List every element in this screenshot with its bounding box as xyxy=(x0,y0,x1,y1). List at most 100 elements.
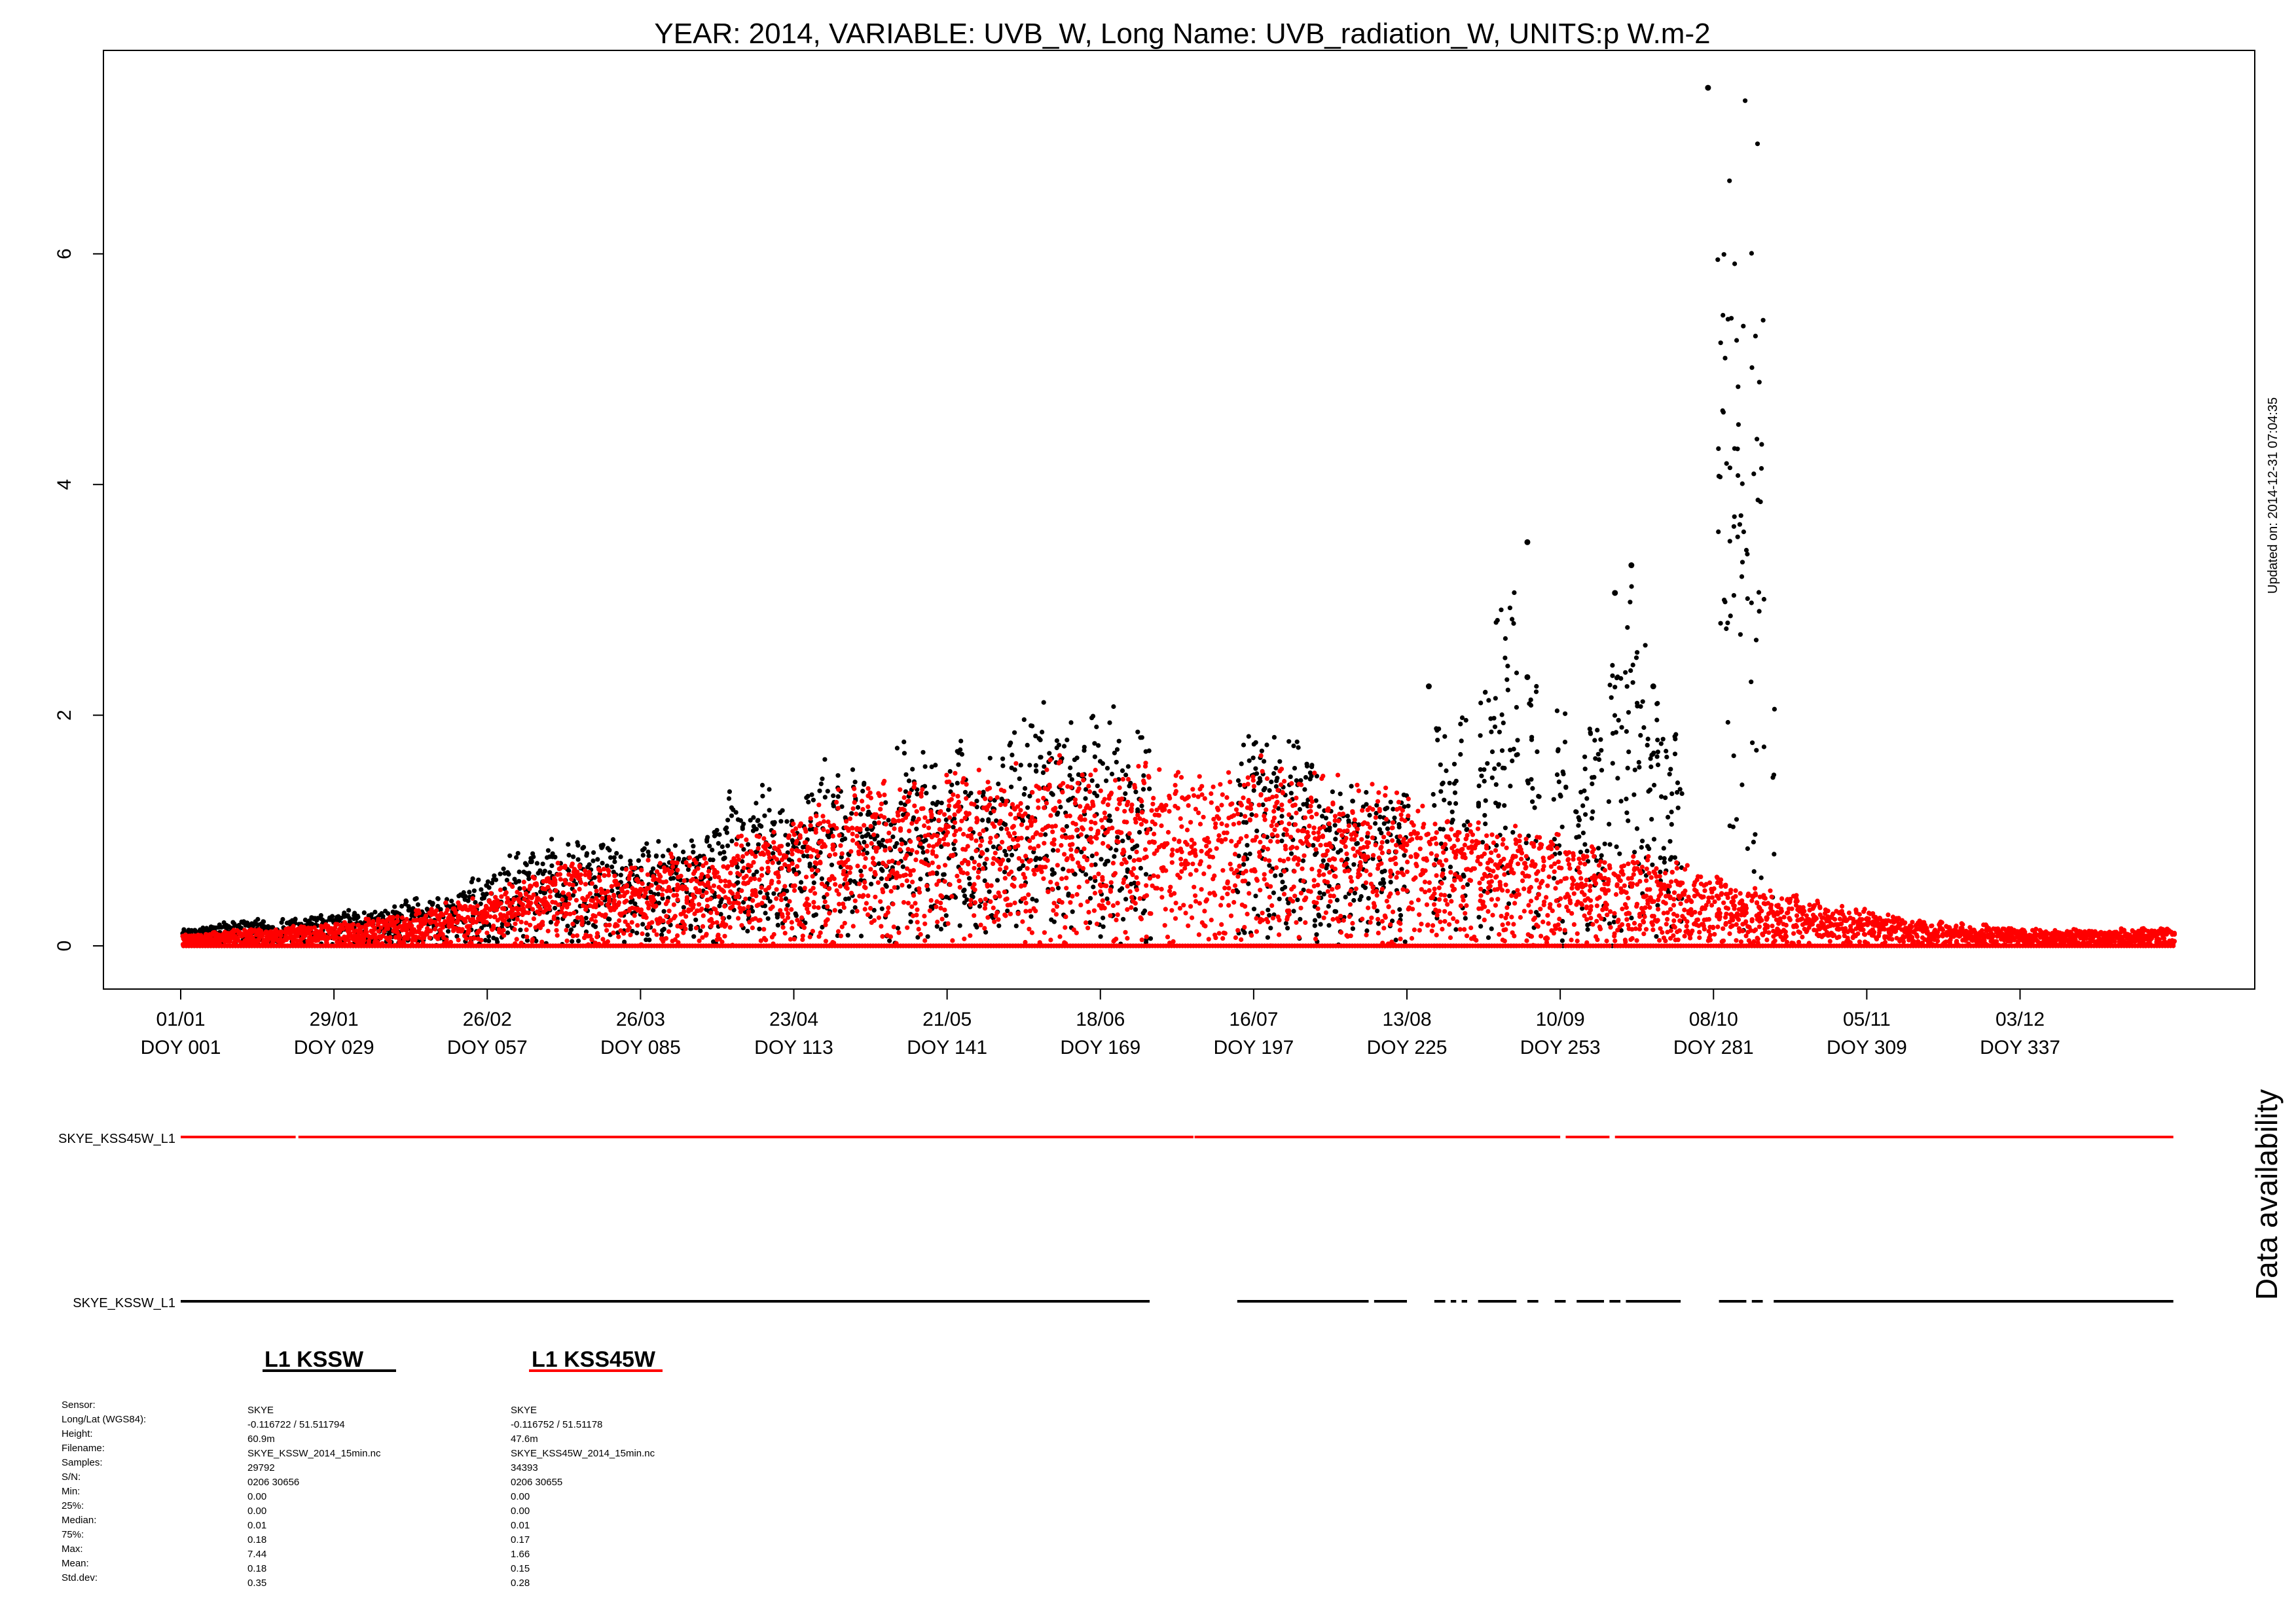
kssw-point xyxy=(1461,823,1467,828)
kssw-point xyxy=(1580,906,1585,911)
kssw-point xyxy=(780,808,785,813)
kssw-point xyxy=(1320,814,1325,819)
kssw-point xyxy=(1283,920,1288,926)
kss45w-point xyxy=(812,891,818,896)
kssw-point xyxy=(1559,938,1565,943)
kss45w-point xyxy=(541,909,546,914)
kss45w-point xyxy=(543,899,549,905)
kssw-point xyxy=(1514,752,1519,758)
kssw-point xyxy=(785,850,790,856)
kssw-point xyxy=(580,846,585,851)
kssw-point xyxy=(619,866,625,871)
kss45w-point xyxy=(706,869,712,874)
kssw-point xyxy=(549,863,555,869)
kssw-point xyxy=(1551,797,1556,802)
kssw-point xyxy=(1612,713,1618,718)
kss45w-point xyxy=(790,848,795,853)
kssw-point xyxy=(1515,738,1520,743)
kssw-point xyxy=(871,908,877,913)
kssw-point xyxy=(858,812,864,817)
kssw-point xyxy=(604,863,610,869)
kssw-point xyxy=(811,880,816,886)
kssw-point xyxy=(1749,600,1754,605)
kssw-point xyxy=(1101,924,1106,929)
kssw-point xyxy=(1751,471,1757,477)
kssw-point xyxy=(1438,789,1444,794)
kssw-point xyxy=(279,920,284,925)
kss45w-point xyxy=(510,884,515,889)
kss45w-point xyxy=(736,916,741,921)
kssw-point xyxy=(435,896,441,901)
kssw-point xyxy=(962,893,968,899)
kssw-point xyxy=(735,865,740,870)
kssw-point xyxy=(449,898,454,904)
kssw-point xyxy=(1453,801,1459,806)
kssw-point xyxy=(1614,676,1620,681)
kssw-point xyxy=(1499,748,1505,753)
kssw-point xyxy=(1624,729,1629,734)
kssw-point xyxy=(1595,727,1600,732)
kssw-point xyxy=(729,839,735,844)
kssw-point xyxy=(839,804,845,809)
kssw-point xyxy=(526,873,531,878)
kssw-point xyxy=(570,939,575,944)
kssw-point xyxy=(1309,774,1314,779)
kss45w-point xyxy=(427,935,432,941)
kssw-point xyxy=(740,826,745,831)
kssw-point xyxy=(1107,720,1112,725)
kssw-point xyxy=(1554,772,1560,778)
kssw-point xyxy=(1083,796,1088,801)
kssw-point xyxy=(1139,735,1144,740)
kss45w-point xyxy=(286,930,291,936)
kssw-point xyxy=(1030,897,1035,902)
kssw-point xyxy=(1629,584,1634,589)
kssw-point xyxy=(1658,855,1663,860)
kssw-point xyxy=(1734,817,1740,822)
kss45w-point xyxy=(656,884,661,890)
kssw-point xyxy=(386,911,391,916)
kssw-point xyxy=(858,869,864,874)
kss45w-point xyxy=(682,878,687,883)
kss45w-point xyxy=(781,892,786,897)
kssw-point xyxy=(1434,857,1439,862)
kss45w-point xyxy=(470,896,475,901)
kss45w-point xyxy=(704,903,710,909)
kssw-point xyxy=(725,818,731,823)
kss45w-point xyxy=(723,878,728,884)
kss45w-point xyxy=(759,901,765,906)
kssw-point xyxy=(1286,901,1291,906)
kssw-point xyxy=(1583,812,1588,817)
kssw-point xyxy=(920,845,925,850)
kss45w-point xyxy=(807,934,812,939)
kss45w-point xyxy=(636,879,641,884)
kssw-point xyxy=(502,886,507,892)
kssw-point xyxy=(610,837,616,842)
kssw-point xyxy=(1288,791,1294,796)
kss45w-point xyxy=(714,870,720,875)
kssw-point xyxy=(1304,763,1310,769)
kss45w-point xyxy=(730,891,735,896)
kssw-point xyxy=(512,876,517,882)
kss45w-point xyxy=(708,896,713,901)
kssw-point xyxy=(1465,882,1470,887)
kssw-point xyxy=(552,905,558,911)
kssw-point xyxy=(1146,748,1152,753)
kssw-point xyxy=(1283,884,1288,890)
kss45w-point xyxy=(821,827,826,833)
kss45w-point xyxy=(503,892,508,897)
kss45w-point xyxy=(811,899,816,905)
kssw-point xyxy=(1623,670,1628,675)
kssw-point xyxy=(1508,748,1513,753)
kssw-point xyxy=(1667,772,1672,777)
kssw-point xyxy=(399,903,405,909)
kss45w-point xyxy=(520,903,525,908)
kssw-point xyxy=(1745,551,1750,557)
kssw-point xyxy=(1580,803,1586,808)
kssw-point xyxy=(1672,751,1678,757)
kssw-point xyxy=(929,764,934,770)
kss45w-point xyxy=(737,872,742,877)
kssw-point xyxy=(822,795,828,800)
kssw-point xyxy=(831,803,836,808)
kssw-point xyxy=(571,854,576,859)
kssw-point xyxy=(1241,862,1247,867)
